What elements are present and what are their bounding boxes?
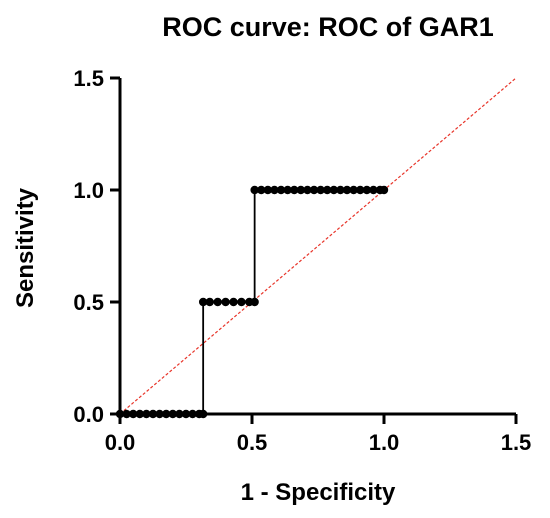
roc-point bbox=[205, 297, 214, 307]
roc-point bbox=[323, 185, 332, 195]
roc-point bbox=[213, 297, 222, 307]
roc-point bbox=[342, 185, 352, 195]
roc-point bbox=[115, 409, 125, 419]
roc-point bbox=[303, 185, 312, 195]
roc-point bbox=[257, 185, 266, 195]
y-tick-label: 1.0 bbox=[73, 178, 104, 203]
y-tick-label: 1.5 bbox=[73, 66, 104, 91]
roc-point bbox=[181, 409, 191, 419]
roc-point bbox=[142, 409, 151, 419]
roc-point bbox=[229, 297, 238, 307]
roc-point bbox=[155, 409, 164, 419]
roc-point bbox=[290, 185, 299, 195]
reference-diagonal-group bbox=[119, 77, 517, 415]
roc-point bbox=[237, 297, 246, 307]
roc-point bbox=[270, 185, 279, 195]
roc-point bbox=[175, 409, 184, 419]
roc-point bbox=[362, 185, 372, 195]
roc-point bbox=[148, 409, 158, 419]
roc-point bbox=[221, 297, 230, 307]
y-tick-label: 0.0 bbox=[73, 402, 104, 427]
roc-point bbox=[283, 185, 292, 195]
x-tick-label: 1.5 bbox=[501, 430, 532, 455]
roc-point bbox=[122, 409, 131, 419]
reference-diagonal-line bbox=[119, 77, 517, 415]
roc-point bbox=[296, 185, 306, 195]
roc-point bbox=[356, 185, 365, 195]
y-tick-label: 0.5 bbox=[73, 290, 104, 315]
roc-point bbox=[188, 409, 197, 419]
roc-point bbox=[309, 185, 319, 195]
x-tick-label: 1.0 bbox=[369, 430, 400, 455]
roc-point bbox=[316, 185, 325, 195]
y-axis-label: Sensitivity bbox=[12, 187, 39, 308]
roc-point bbox=[336, 185, 345, 195]
x-axis-label: 1 - Specificity bbox=[241, 479, 396, 506]
series-group bbox=[115, 185, 389, 419]
roc-point bbox=[329, 185, 339, 195]
roc-point bbox=[250, 297, 259, 307]
roc-point bbox=[162, 409, 171, 419]
roc-point bbox=[349, 185, 358, 195]
chart-title: ROC curve: ROC of GAR1 bbox=[162, 12, 494, 42]
x-tick-label: 0.5 bbox=[237, 430, 268, 455]
x-tick-label: 0.0 bbox=[105, 430, 136, 455]
roc-point bbox=[250, 185, 259, 195]
roc-point bbox=[135, 409, 144, 419]
roc-point bbox=[263, 185, 273, 195]
roc-point bbox=[276, 185, 286, 195]
roc-point bbox=[129, 409, 138, 419]
roc-point bbox=[198, 409, 208, 419]
ticks-group: 0.0 0.5 1.0 1.5 0.0 0.5 1.0 1.5 bbox=[73, 66, 531, 455]
roc-point bbox=[198, 297, 208, 307]
roc-point bbox=[168, 409, 177, 419]
roc-point bbox=[379, 185, 389, 195]
roc-point bbox=[369, 185, 378, 195]
